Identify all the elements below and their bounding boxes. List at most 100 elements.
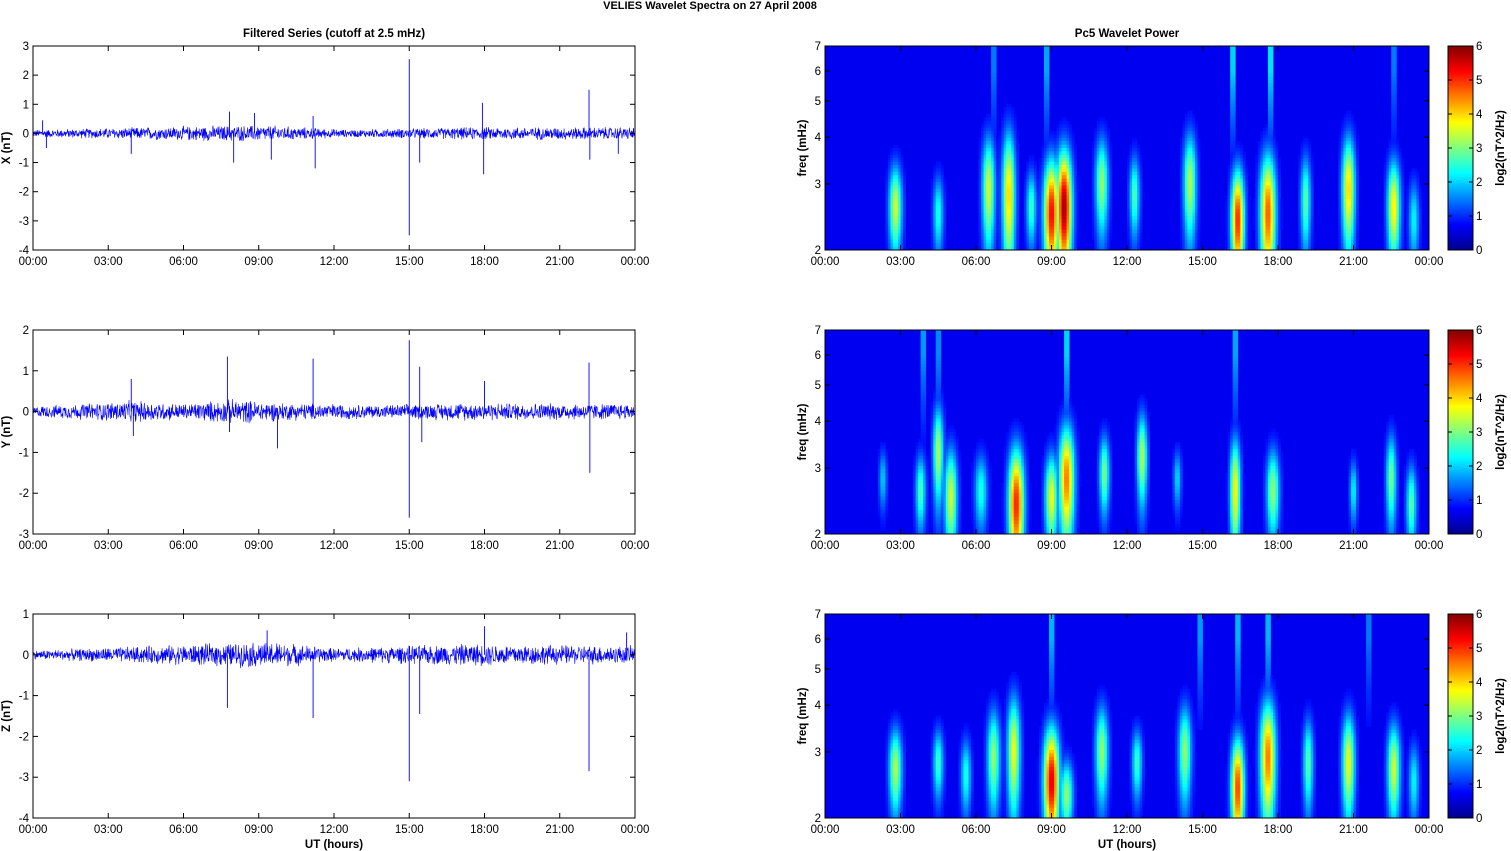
power-y-panel: 2 3 4 5 6 7 00:00 03:00 06:00 09:00 12:00 15:00 18:0… xyxy=(797,325,1507,552)
power-y-xtick-label: 00:00 xyxy=(1415,540,1444,552)
power-y-xtick-label: 09:00 xyxy=(1037,540,1066,552)
series-z-series-line xyxy=(32,642,636,669)
power-z-ytick-label: 7 xyxy=(815,609,821,621)
power-z-xtick-label: 06:00 xyxy=(962,824,991,836)
power-z-xtick-label: 00:00 xyxy=(1415,824,1444,836)
power-z-colorbar-tick-label: 0 xyxy=(1476,813,1482,825)
power-y-xtick-label: 03:00 xyxy=(886,540,915,552)
power-x-colorbar-gradient xyxy=(1447,45,1474,251)
power-z-xtick-label: 15:00 xyxy=(1188,824,1217,836)
series-y-xtick-label: 03:00 xyxy=(94,540,123,552)
power-x-ytick-label: 4 xyxy=(815,132,822,144)
power-z-ylabel: freq (mHz) xyxy=(797,687,809,744)
series-y-panel: -3 -2 -1 0 1 2 00:00 03:00 06:00 09:00 12:00 15:00 1… xyxy=(1,325,649,552)
power-x-colorbar: 0 1 2 3 4 5 6 log2(nT^2/Hz) xyxy=(1447,41,1507,257)
power-z-xtick-label: 00:00 xyxy=(811,824,840,836)
series-z-ytick-label: -1 xyxy=(19,691,29,703)
power-z-colorbar-tick-label: 6 xyxy=(1476,609,1482,621)
power-x-colorbar-tick-label: 6 xyxy=(1476,41,1482,53)
power-x-ytick-label: 6 xyxy=(815,66,821,78)
power-z-xtick-label: 12:00 xyxy=(1113,824,1142,836)
power-y-colorbar-tick-label: 6 xyxy=(1476,325,1482,337)
series-y-ytick-label: -1 xyxy=(19,447,29,459)
power-x-xtick-label: 00:00 xyxy=(1415,256,1444,268)
power-y-xtick-label: 21:00 xyxy=(1339,540,1368,552)
series-z-xlabel: UT (hours) xyxy=(305,839,363,851)
series-y-ytick-label: 0 xyxy=(23,407,29,419)
series-z-xtick-label: 21:00 xyxy=(545,824,574,836)
power-y-xtick-label: 00:00 xyxy=(811,540,840,552)
power-z-colorbar-tick-label: 1 xyxy=(1476,779,1482,791)
power-z-ytick-label: 4 xyxy=(815,700,822,712)
series-x-ylabel: X (nT) xyxy=(1,132,13,165)
power-y-heatmap-cells xyxy=(877,330,1420,535)
power-z-colorbar-tick-label: 4 xyxy=(1476,677,1483,689)
series-y-xtick-label: 06:00 xyxy=(169,540,198,552)
series-z-xtick-label: 09:00 xyxy=(244,824,273,836)
series-z-ytick-label: -4 xyxy=(19,813,30,825)
series-z-panel: -4 -3 -2 -1 0 1 00:00 03:00 06:00 09:00 12:00 15:00… xyxy=(1,609,649,851)
power-y-colorbar: 0 1 2 3 4 5 6 log2(nT^2/Hz) xyxy=(1447,325,1507,541)
series-y-plot-area xyxy=(33,330,635,534)
series-z-ylabel: Z (nT) xyxy=(1,700,13,732)
series-x-ytick-label: 2 xyxy=(23,70,29,82)
power-x-ylabel: freq (mHz) xyxy=(797,119,809,176)
power-z-colorbar-tick-label: 2 xyxy=(1476,745,1482,757)
power-y-colorbar-tick-label: 1 xyxy=(1476,495,1482,507)
figure-suptitle: VELIES Wavelet Spectra on 27 April 2008 xyxy=(603,0,817,12)
power-y-ylabel: freq (mHz) xyxy=(797,403,809,460)
series-x-ytick-label: -3 xyxy=(19,216,29,228)
series-x-title: Filtered Series (cutoff at 2.5 mHz) xyxy=(243,28,425,40)
power-z-panel: 2 3 4 5 6 7 00:00 03:00 06:00 09:00 12:00 15:00 18:0… xyxy=(797,609,1507,851)
series-z-ytick-label: 0 xyxy=(23,650,29,662)
series-x-plot-area xyxy=(33,46,635,250)
power-z-heatmap-background xyxy=(825,614,1429,818)
series-x-ytick-label: -1 xyxy=(19,158,29,170)
series-y-ytick-label: -3 xyxy=(19,529,29,541)
power-y-ytick-label: 5 xyxy=(815,380,821,392)
series-y-xtick-label: 21:00 xyxy=(545,540,574,552)
series-x-xtick-label: 03:00 xyxy=(94,256,123,268)
power-x-xtick-label: 06:00 xyxy=(962,256,991,268)
power-y-ytick-label: 6 xyxy=(815,350,821,362)
series-x-series-line xyxy=(32,125,636,142)
power-x-colorbar-tick-label: 4 xyxy=(1476,109,1483,121)
power-x-xtick-label: 21:00 xyxy=(1339,256,1368,268)
series-z-ytick-label: -3 xyxy=(19,772,29,784)
power-x-colorbar-tick-label: 0 xyxy=(1476,245,1482,257)
series-z-plot-area xyxy=(33,614,635,818)
power-x-ytick-label: 5 xyxy=(815,96,821,108)
power-y-colorbar-tick-label: 4 xyxy=(1476,393,1483,405)
series-y-ytick-label: 2 xyxy=(23,325,29,337)
series-x-ytick-label: -4 xyxy=(19,245,30,257)
series-y-xtick-label: 00:00 xyxy=(19,540,48,552)
series-y-xtick-label: 15:00 xyxy=(395,540,424,552)
power-y-ytick-label: 3 xyxy=(815,463,821,475)
power-z-ytick-label: 6 xyxy=(815,634,821,646)
power-x-xtick-label: 12:00 xyxy=(1113,256,1142,268)
series-z-xtick-label: 06:00 xyxy=(169,824,198,836)
series-z-xtick-label: 00:00 xyxy=(621,824,650,836)
series-x-xtick-label: 18:00 xyxy=(470,256,499,268)
series-x-ytick-label: 1 xyxy=(23,99,29,111)
power-y-colorbar-tick-label: 5 xyxy=(1476,359,1482,371)
power-z-xlabel: UT (hours) xyxy=(1098,839,1156,851)
power-x-heatmap-cells xyxy=(885,46,1422,251)
power-y-ytick-label: 7 xyxy=(815,325,821,337)
series-z-xtick-label: 15:00 xyxy=(395,824,424,836)
power-x-ytick-label: 2 xyxy=(815,245,821,257)
series-y-xtick-label: 00:00 xyxy=(621,540,650,552)
power-x-colorbar-tick-label: 2 xyxy=(1476,177,1482,189)
power-y-colorbar-tick-label: 2 xyxy=(1476,461,1482,473)
power-x-colorbar-tick-label: 1 xyxy=(1476,211,1482,223)
series-z-xtick-label: 18:00 xyxy=(470,824,499,836)
series-x-xtick-label: 15:00 xyxy=(395,256,424,268)
power-y-ytick-label: 4 xyxy=(815,416,822,428)
series-x-ytick-label: -2 xyxy=(19,187,29,199)
power-z-colorbar: 0 1 2 3 4 5 6 log2(nT^2/Hz) xyxy=(1447,609,1507,825)
series-y-ytick-label: 1 xyxy=(23,366,29,378)
power-y-xtick-label: 12:00 xyxy=(1113,540,1142,552)
power-z-xtick-label: 21:00 xyxy=(1339,824,1368,836)
power-y-colorbar-tick-label: 3 xyxy=(1476,427,1482,439)
